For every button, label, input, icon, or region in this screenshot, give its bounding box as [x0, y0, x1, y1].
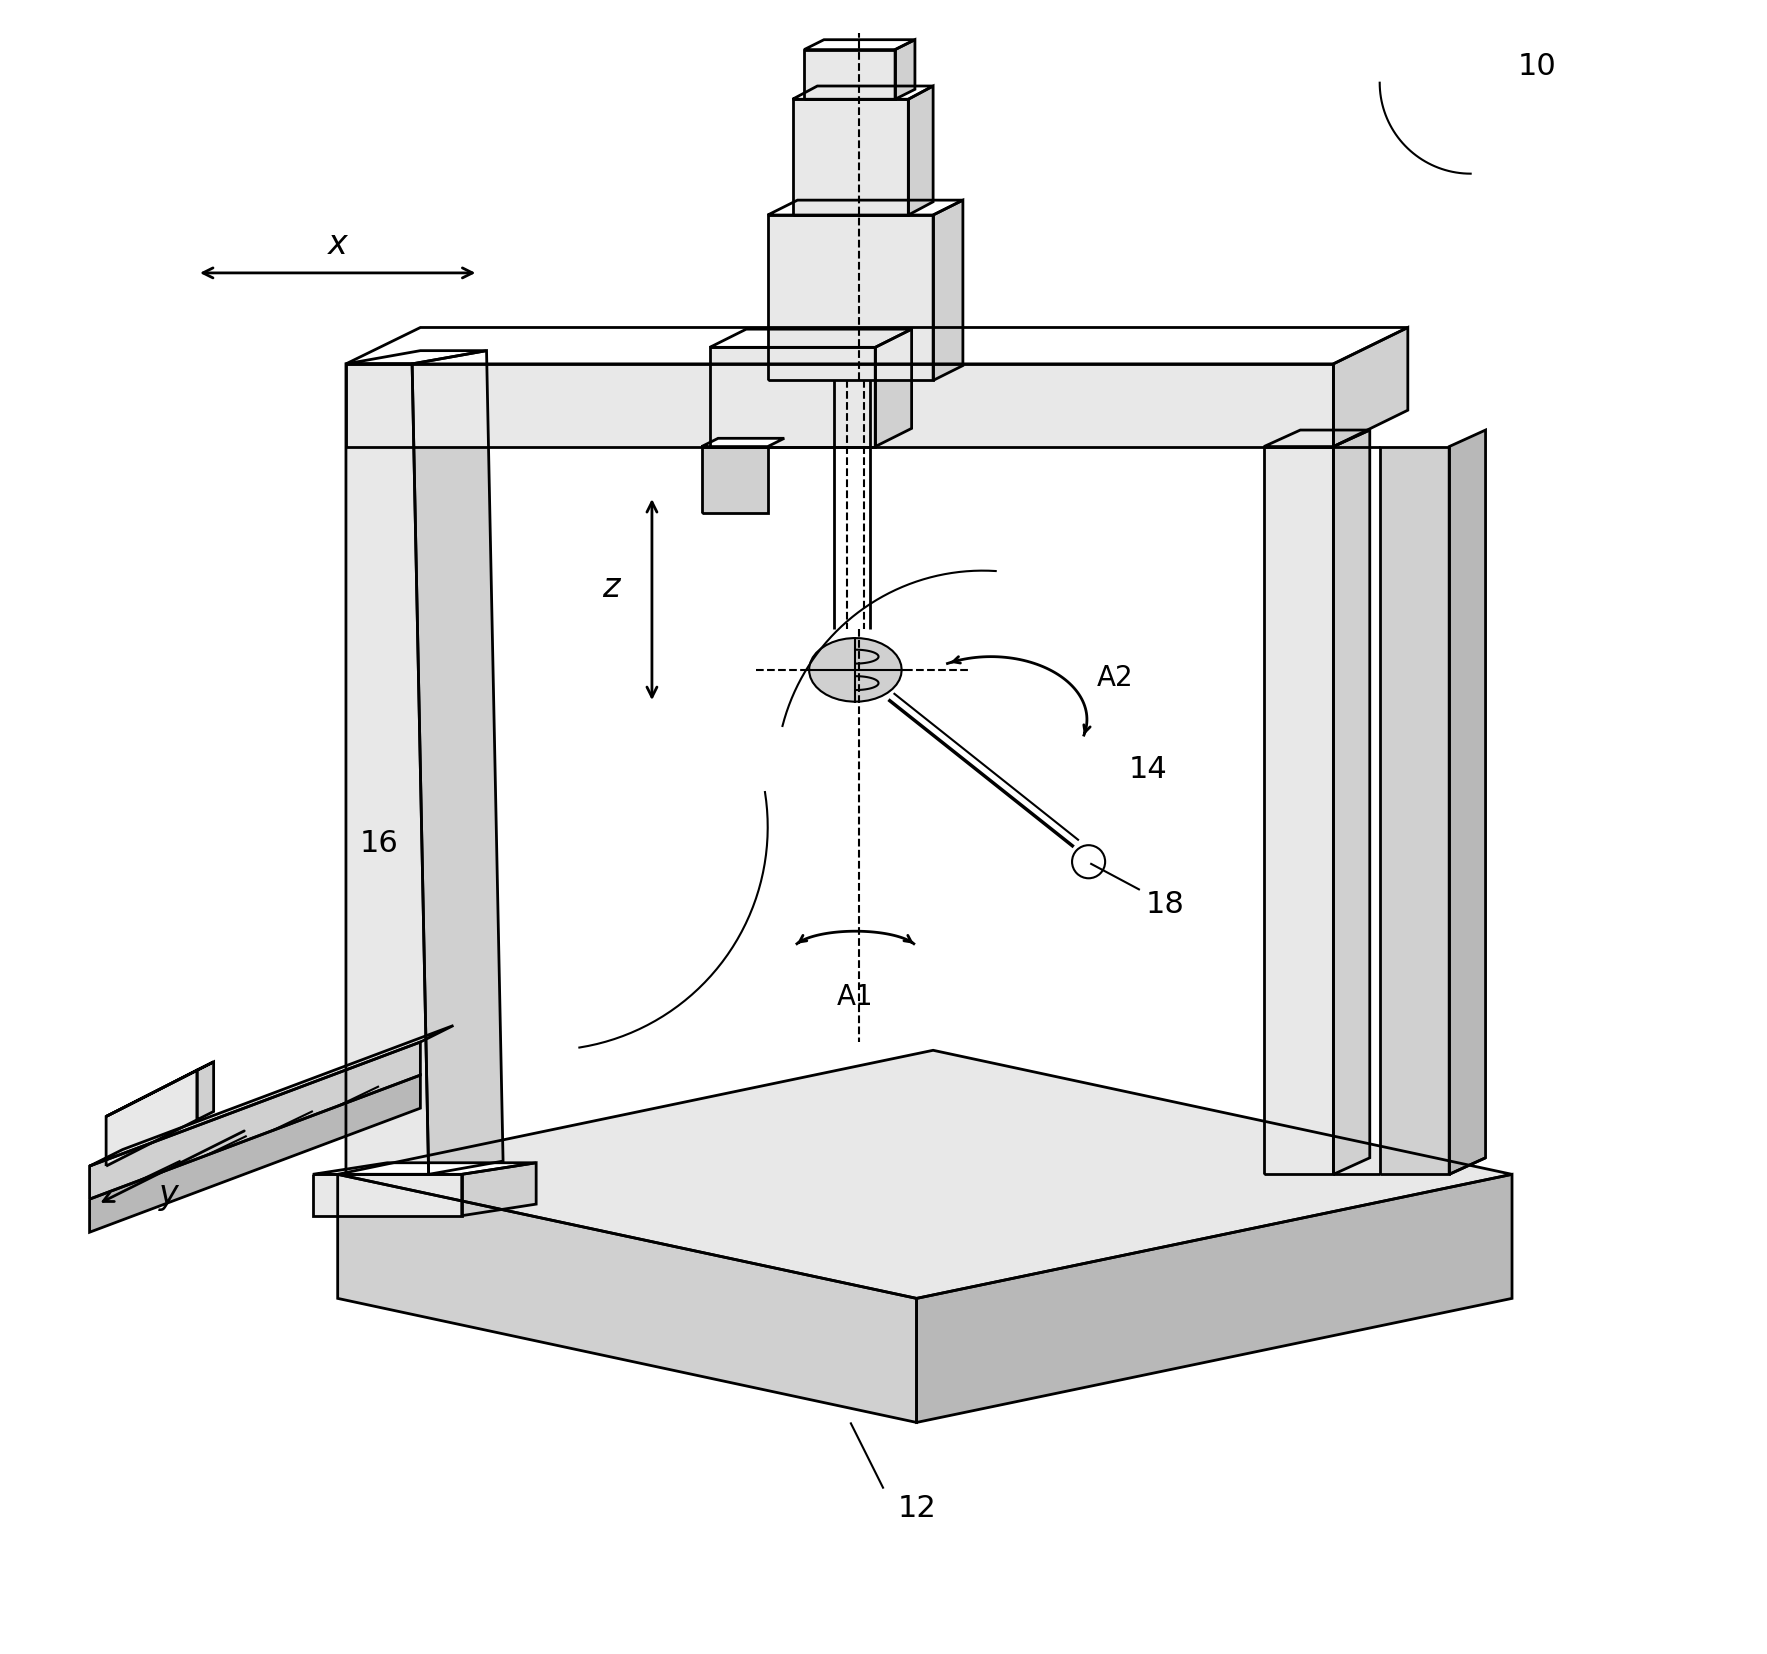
Polygon shape [710, 329, 912, 347]
Polygon shape [346, 327, 1408, 364]
Polygon shape [767, 215, 933, 380]
Polygon shape [804, 40, 915, 50]
Polygon shape [346, 351, 486, 364]
Polygon shape [90, 1025, 454, 1166]
Text: A2: A2 [1097, 665, 1133, 691]
Polygon shape [1334, 430, 1369, 1174]
Polygon shape [767, 200, 963, 215]
Polygon shape [106, 1070, 198, 1166]
Polygon shape [90, 1075, 421, 1232]
Polygon shape [793, 99, 908, 215]
Text: y: y [159, 1178, 178, 1211]
Text: 12: 12 [898, 1494, 937, 1523]
Polygon shape [809, 638, 901, 701]
Polygon shape [461, 1163, 535, 1216]
Polygon shape [1263, 430, 1369, 447]
Polygon shape [198, 1062, 214, 1120]
Polygon shape [804, 50, 896, 99]
Polygon shape [106, 1062, 214, 1116]
Polygon shape [337, 1050, 1513, 1298]
Polygon shape [1263, 447, 1334, 1174]
Text: 10: 10 [1518, 51, 1557, 81]
Polygon shape [313, 1174, 461, 1216]
Polygon shape [710, 347, 875, 447]
Text: x: x [329, 228, 348, 261]
Polygon shape [917, 1174, 1513, 1422]
Text: 14: 14 [1129, 754, 1168, 784]
Polygon shape [896, 40, 915, 99]
Polygon shape [337, 1174, 917, 1422]
Polygon shape [346, 364, 429, 1174]
Polygon shape [908, 86, 933, 215]
Text: 16: 16 [360, 829, 398, 858]
Polygon shape [793, 86, 933, 99]
Polygon shape [701, 447, 767, 513]
Polygon shape [1449, 430, 1486, 1174]
Polygon shape [701, 438, 785, 447]
Polygon shape [1334, 327, 1408, 447]
Polygon shape [875, 329, 912, 447]
Polygon shape [412, 351, 504, 1174]
Text: 18: 18 [1145, 890, 1184, 920]
Polygon shape [346, 364, 1334, 447]
Text: A1: A1 [838, 984, 873, 1011]
Polygon shape [1380, 447, 1449, 1174]
Polygon shape [313, 1163, 535, 1174]
Text: z: z [603, 571, 620, 604]
Polygon shape [90, 1042, 421, 1199]
Polygon shape [933, 200, 963, 380]
